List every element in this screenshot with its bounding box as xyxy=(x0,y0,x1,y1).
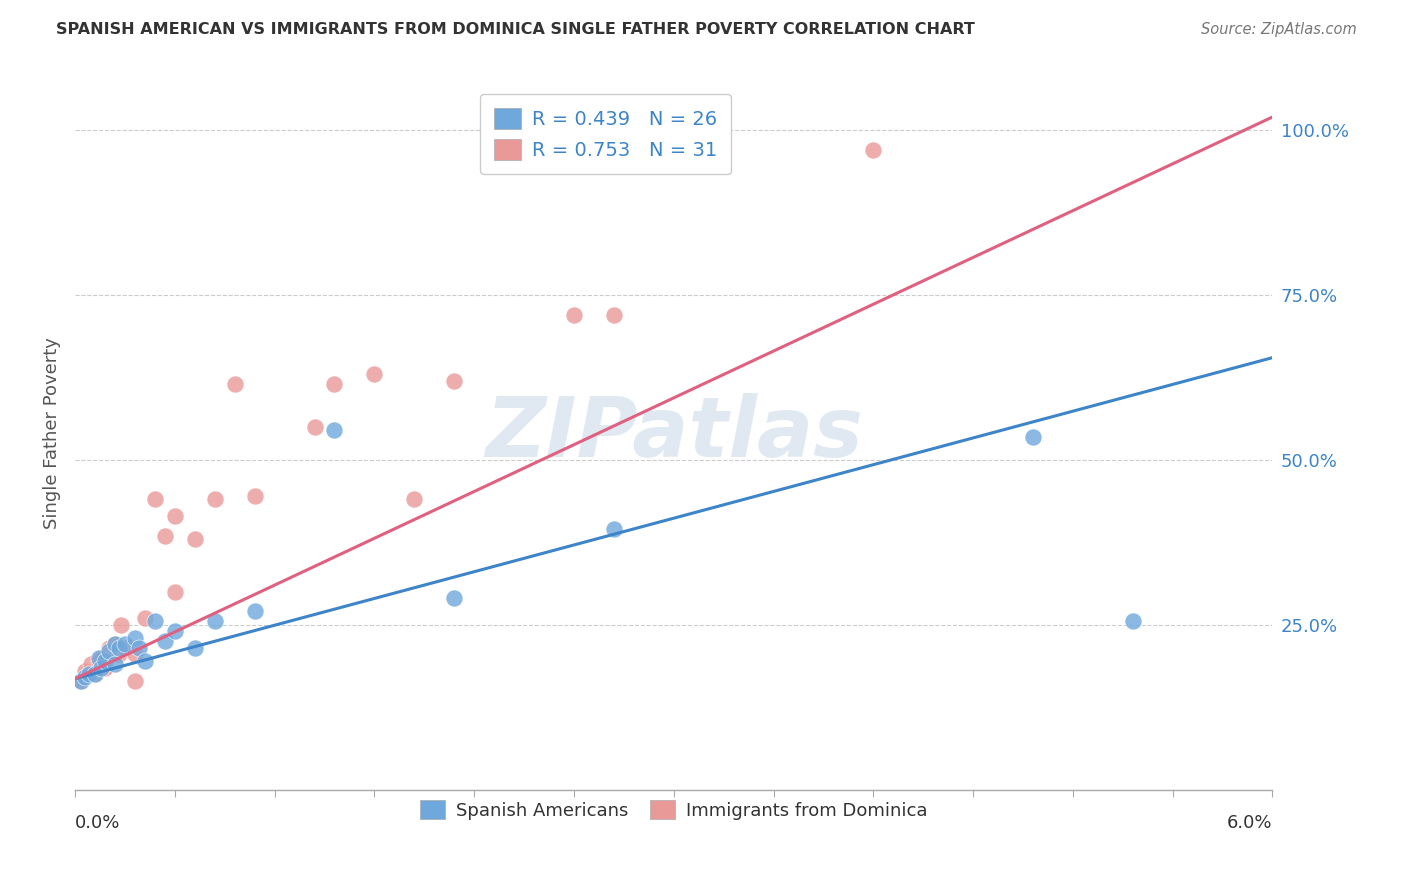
Point xyxy=(80,657,103,672)
Point xyxy=(603,522,626,536)
Point xyxy=(73,670,96,684)
Point xyxy=(114,640,136,655)
Point xyxy=(323,377,346,392)
Point xyxy=(134,654,156,668)
Point xyxy=(104,637,127,651)
Point xyxy=(77,667,100,681)
Point xyxy=(323,423,346,437)
Text: Source: ZipAtlas.com: Source: ZipAtlas.com xyxy=(1201,22,1357,37)
Point xyxy=(90,650,112,665)
Point xyxy=(443,591,465,606)
Point xyxy=(108,640,131,655)
Point xyxy=(104,637,127,651)
Point xyxy=(1022,430,1045,444)
Point xyxy=(143,615,166,629)
Point xyxy=(84,667,107,681)
Point xyxy=(97,644,120,658)
Text: 0.0%: 0.0% xyxy=(75,814,121,832)
Point xyxy=(104,657,127,672)
Point xyxy=(70,673,93,688)
Text: SPANISH AMERICAN VS IMMIGRANTS FROM DOMINICA SINGLE FATHER POVERTY CORRELATION C: SPANISH AMERICAN VS IMMIGRANTS FROM DOMI… xyxy=(56,22,976,37)
Point xyxy=(163,508,186,523)
Point xyxy=(304,420,326,434)
Point xyxy=(204,492,226,507)
Point xyxy=(73,664,96,678)
Point xyxy=(153,634,176,648)
Text: ZIPatlas: ZIPatlas xyxy=(485,393,863,474)
Point xyxy=(243,489,266,503)
Point xyxy=(163,624,186,639)
Point xyxy=(124,631,146,645)
Point xyxy=(134,611,156,625)
Point xyxy=(153,529,176,543)
Point xyxy=(70,673,93,688)
Point xyxy=(108,648,131,662)
Point xyxy=(603,308,626,322)
Point xyxy=(87,654,110,668)
Point xyxy=(128,640,150,655)
Point xyxy=(862,143,884,157)
Point xyxy=(94,654,117,668)
Point xyxy=(562,308,585,322)
Point xyxy=(204,615,226,629)
Point xyxy=(404,492,426,507)
Point xyxy=(143,492,166,507)
Point xyxy=(184,640,207,655)
Point xyxy=(84,667,107,681)
Point xyxy=(110,617,132,632)
Point xyxy=(94,660,117,674)
Point xyxy=(443,374,465,388)
Point xyxy=(363,367,385,381)
Point xyxy=(124,648,146,662)
Point xyxy=(163,584,186,599)
Point xyxy=(114,637,136,651)
Point xyxy=(243,605,266,619)
Point xyxy=(97,640,120,655)
Y-axis label: Single Father Poverty: Single Father Poverty xyxy=(44,337,60,530)
Point xyxy=(184,532,207,546)
Legend: Spanish Americans, Immigrants from Dominica: Spanish Americans, Immigrants from Domin… xyxy=(412,792,935,827)
Point xyxy=(87,650,110,665)
Text: 6.0%: 6.0% xyxy=(1227,814,1272,832)
Point xyxy=(124,673,146,688)
Point xyxy=(1122,615,1144,629)
Point xyxy=(224,377,246,392)
Point xyxy=(90,660,112,674)
